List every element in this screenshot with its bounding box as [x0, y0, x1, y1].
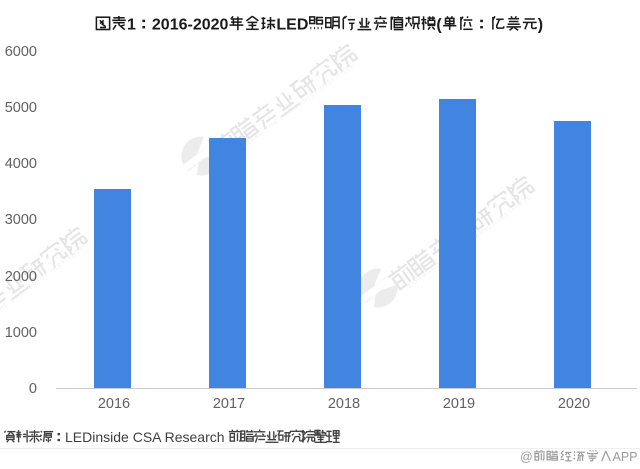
svg-text:(: (	[436, 16, 442, 33]
svg-text:2016-2020: 2016-2020	[152, 16, 229, 33]
svg-text:APP: APP	[612, 450, 637, 464]
svg-text:@: @	[520, 450, 533, 464]
svg-text:): )	[538, 16, 543, 33]
svg-text:LEDinside CSA Research: LEDinside CSA Research	[65, 429, 228, 445]
svg-text:1: 1	[127, 16, 136, 33]
svg-text:LED: LED	[276, 16, 308, 33]
